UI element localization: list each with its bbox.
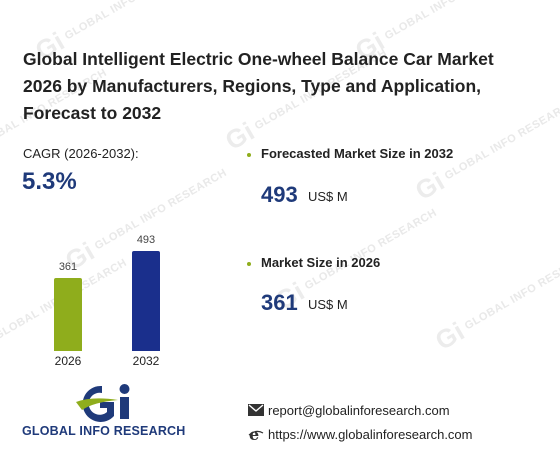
svg-text:e: e (249, 426, 259, 442)
cagr-label: CAGR (2026-2032): (23, 146, 139, 161)
bar-value-label: 361 (58, 261, 78, 273)
cagr-value: 5.3% (22, 168, 77, 195)
browser-icon: e (248, 425, 264, 444)
gi-logo-icon (22, 380, 184, 440)
bar-2026 (54, 278, 82, 351)
bar-category-label: 2032 (132, 354, 160, 368)
envelope-icon (248, 403, 264, 417)
bar-2032 (132, 251, 160, 351)
market-size-label: Market Size in 2026 (261, 255, 381, 270)
bullet-icon (247, 153, 251, 157)
forecast-size-unit: US$ M (308, 189, 348, 204)
bullet-icon (247, 262, 251, 266)
watermark: GiGLOBAL INFO RESEARCH (430, 246, 560, 356)
forecast-size-label: Forecasted Market Size in 2032 (261, 146, 454, 161)
website-link[interactable]: https://www.globalinforesearch.com (268, 427, 473, 442)
bar-category-label: 2026 (54, 354, 82, 368)
email-link[interactable]: report@globalinforesearch.com (268, 403, 450, 418)
forecast-size-value: 493 (261, 182, 298, 207)
page-title: Global Intelligent Electric One-wheel Ba… (23, 49, 494, 123)
bar-value-label: 493 (136, 234, 156, 246)
market-size-unit: US$ M (308, 297, 348, 312)
market-size-value: 361 (261, 290, 298, 315)
logo-text: GLOBAL INFO RESEARCH (22, 424, 186, 438)
